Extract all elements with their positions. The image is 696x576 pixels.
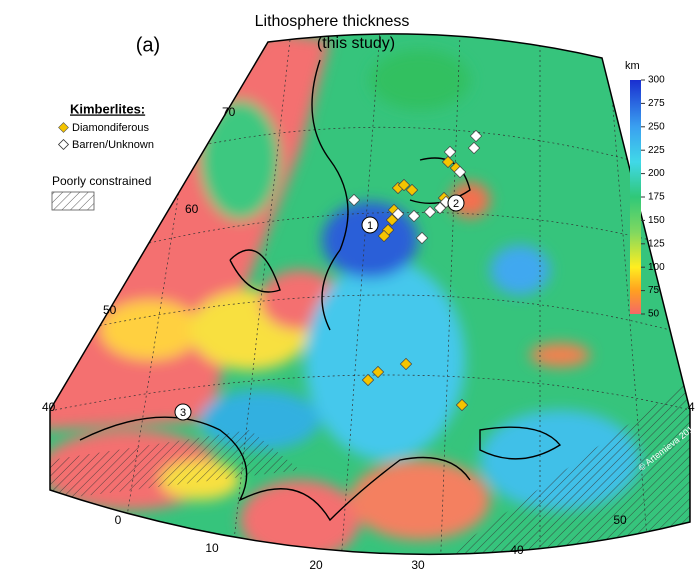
kimberlite-site — [405, 183, 419, 197]
region-label: 1 — [367, 220, 373, 232]
colorbar-tick-label: 250 — [648, 121, 665, 132]
legend-symbol — [58, 122, 69, 133]
latitude-label: 60 — [185, 202, 199, 216]
map-subtitle: (this study) — [317, 35, 395, 52]
colorbar-tick-label: 175 — [648, 192, 665, 203]
legend-item: Barren/Unknown — [72, 139, 154, 151]
hatch-label: Poorly constrained — [52, 174, 151, 188]
kimberlite-site — [391, 207, 405, 221]
legend-title: Kimberlites: — [70, 101, 145, 116]
kimberlite-site — [453, 165, 467, 179]
region-label: 2 — [453, 198, 459, 210]
region-label: 3 — [180, 407, 186, 419]
kimberlite-site — [377, 229, 391, 243]
kimberlite-site — [371, 365, 385, 379]
colorbar-tick-label: 75 — [648, 285, 660, 296]
colorbar-tick-label: 225 — [648, 145, 665, 156]
kimberlite-site — [347, 193, 361, 207]
colorbar — [630, 80, 641, 314]
latitude-label: 50 — [103, 303, 117, 317]
kimberlite-site — [469, 129, 483, 143]
legend-symbol — [57, 138, 70, 151]
legend-item: Diamondiferous — [72, 122, 150, 134]
latitude-label: 40 — [42, 400, 56, 414]
region-marker — [361, 216, 379, 234]
kimberlite-site — [467, 141, 481, 155]
longitude-label: 0 — [115, 513, 122, 527]
kimberlite-site — [433, 201, 447, 215]
colorbar-unit: km — [625, 60, 640, 72]
kimberlite-site — [361, 373, 375, 387]
kimberlite-site — [397, 178, 411, 192]
latitude-label: 70 — [222, 105, 236, 119]
region-marker — [174, 403, 192, 421]
kimberlite-site — [415, 231, 429, 245]
longitude-label: 40 — [510, 543, 524, 557]
map-title: Lithosphere thickness — [255, 13, 410, 30]
kimberlite-site — [443, 145, 457, 159]
longitude-label: 50 — [613, 513, 627, 527]
hatch-swatch — [51, 191, 95, 211]
kimberlite-site — [423, 205, 437, 219]
colorbar-tick-label: 50 — [648, 309, 660, 320]
region-marker — [447, 194, 465, 212]
kimberlite-site — [399, 357, 413, 371]
panel-label: (a) — [136, 34, 160, 56]
colorbar-tick-label: 300 — [648, 75, 665, 86]
colorbar-tick-label: 275 — [648, 98, 665, 109]
kimberlite-site — [407, 209, 421, 223]
colorbar-tick-label: 100 — [648, 262, 665, 273]
longitude-label: 20 — [309, 558, 323, 572]
colorbar-tick-label: 125 — [648, 238, 665, 249]
kimberlite-site — [441, 155, 455, 169]
longitude-label: 30 — [411, 558, 425, 572]
colorbar-tick-label: 200 — [648, 168, 665, 179]
longitude-label: 10 — [205, 541, 219, 555]
map-frame — [49, 33, 691, 556]
kimberlite-site — [385, 213, 399, 227]
colorbar-tick-label: 150 — [648, 215, 665, 226]
latitude-label: 4 — [688, 400, 695, 414]
kimberlite-site — [455, 398, 469, 412]
